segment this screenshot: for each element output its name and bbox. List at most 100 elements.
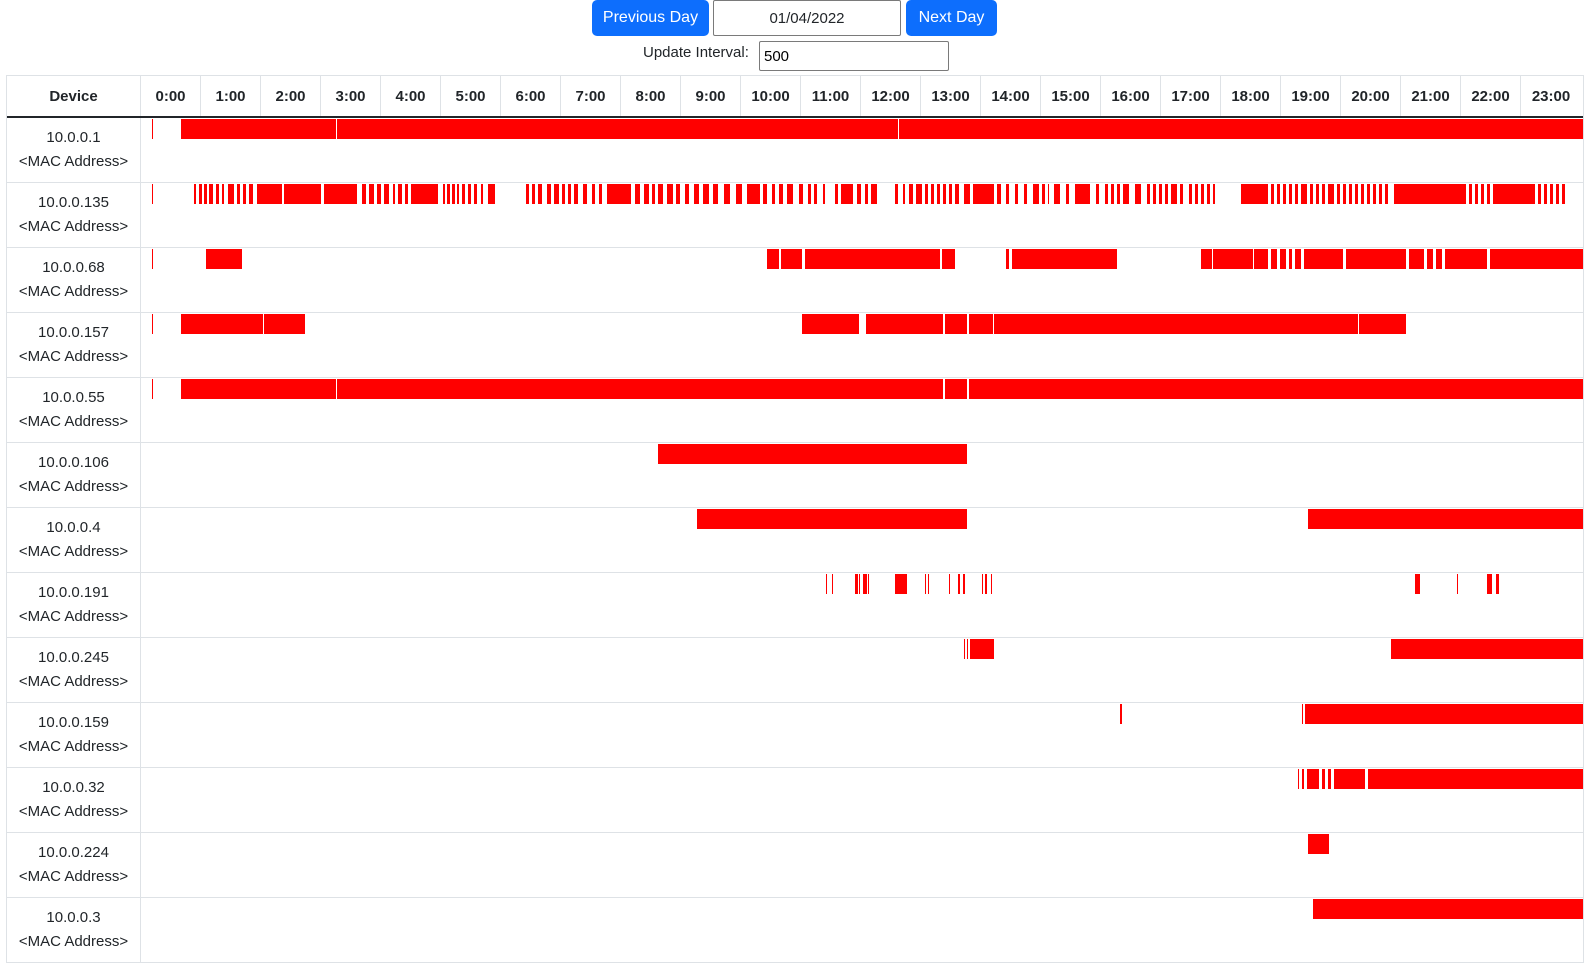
activity-bar (384, 184, 389, 204)
activity-bar (151, 184, 153, 204)
device-ip: 10.0.0.68 (42, 259, 105, 276)
activity-bar (958, 574, 960, 594)
activity-bar (937, 184, 941, 204)
activity-bar (237, 184, 241, 204)
activity-bar (393, 184, 395, 204)
device-mac: <MAC Address> (18, 543, 129, 560)
activity-track (141, 183, 1583, 247)
activity-bar (598, 184, 603, 204)
activity-bar (1042, 184, 1046, 204)
activity-bar (997, 184, 1002, 204)
update-interval-input[interactable] (759, 41, 949, 71)
activity-bar (798, 184, 804, 204)
activity-bar (723, 184, 730, 204)
device-ip: 10.0.0.135 (38, 194, 109, 211)
activity-bar (1426, 249, 1433, 269)
activity-bar (1360, 184, 1364, 204)
activity-bar (1270, 249, 1277, 269)
activity-bar (1120, 704, 1123, 724)
next-day-button[interactable]: Next Day (906, 0, 997, 36)
device-mac: <MAC Address> (18, 868, 129, 885)
device-ip: 10.0.0.157 (38, 324, 109, 341)
activity-bar (398, 184, 403, 204)
activity-bar (941, 249, 956, 269)
date-field[interactable] (713, 0, 901, 36)
activity-bar (1308, 834, 1330, 854)
activity-track (141, 638, 1583, 702)
hour-header: 17:00 (1161, 76, 1221, 116)
activity-bar (1294, 184, 1298, 204)
activity-bar (1333, 769, 1366, 789)
activity-track (141, 378, 1583, 442)
activity-bar (968, 314, 993, 334)
activity-bar (256, 184, 283, 204)
activity-bar (1366, 184, 1370, 204)
activity-bar (181, 119, 337, 139)
activity-bar (205, 249, 242, 269)
activity-bar (1288, 249, 1292, 269)
activity-bar (1294, 249, 1301, 269)
activity-bar (854, 574, 858, 594)
activity-bar (1555, 184, 1559, 204)
activity-bar (1414, 574, 1420, 594)
device-row: 10.0.0.3 <MAC Address> (7, 898, 1583, 963)
activity-bar (488, 184, 496, 204)
activity-bar (634, 184, 640, 204)
activity-bar (1393, 184, 1466, 204)
activity-bar (1111, 184, 1115, 204)
activity-bar (1456, 574, 1458, 594)
activity-bar (1537, 184, 1541, 204)
previous-day-button[interactable]: Previous Day (592, 0, 709, 36)
activity-bar (1345, 249, 1406, 269)
activity-bar (868, 574, 870, 594)
activity-bar (1207, 184, 1211, 204)
device-mac: <MAC Address> (18, 218, 129, 235)
activity-bar (931, 184, 935, 204)
activity-bar (967, 639, 969, 659)
activity-bar (1480, 184, 1484, 204)
activity-bar (964, 639, 966, 659)
activity-bar (1367, 769, 1583, 789)
activity-bar (1075, 184, 1091, 204)
device-ip: 10.0.0.1 (46, 129, 101, 146)
activity-bar (1048, 184, 1050, 204)
activity-bar (1135, 184, 1142, 204)
device-ip: 10.0.0.245 (38, 649, 109, 666)
device-ip: 10.0.0.32 (42, 779, 105, 796)
activity-track (141, 768, 1583, 832)
device-row: 10.0.0.55 <MAC Address> (7, 378, 1583, 443)
activity-bar (895, 184, 899, 204)
activity-bar (151, 119, 153, 139)
activity-bar (780, 249, 802, 269)
device-cell: 10.0.0.1 <MAC Address> (7, 118, 141, 182)
hour-header: 22:00 (1461, 76, 1521, 116)
activity-bar (866, 314, 944, 334)
device-cell: 10.0.0.3 <MAC Address> (7, 898, 141, 962)
activity-bar (949, 184, 953, 204)
device-rows: 10.0.0.1 <MAC Address> 10.0.0.135 <MAC Addr… (7, 118, 1583, 963)
activity-track (141, 313, 1583, 377)
activity-bar (1342, 184, 1346, 204)
device-cell: 10.0.0.55 <MAC Address> (7, 378, 141, 442)
activity-bar (1147, 184, 1151, 204)
activity-bar (973, 184, 995, 204)
activity-bar (1117, 184, 1121, 204)
activity-bar (1195, 184, 1199, 204)
activity-bar (822, 184, 825, 204)
device-cell: 10.0.0.135 <MAC Address> (7, 183, 141, 247)
activity-bar (525, 184, 529, 204)
activity-bar (1276, 184, 1280, 204)
activity-bar (264, 314, 305, 334)
activity-bar (651, 184, 655, 204)
hour-header: 14:00 (981, 76, 1041, 116)
activity-bar (324, 184, 358, 204)
activity-bar (591, 184, 595, 204)
activity-bar (825, 574, 828, 594)
activity-bar (1270, 184, 1274, 204)
activity-bar (779, 184, 783, 204)
activity-bar (1474, 184, 1478, 204)
device-mac: <MAC Address> (18, 738, 129, 755)
activity-bar (468, 184, 472, 204)
hour-header: 9:00 (681, 76, 741, 116)
activity-bar (1304, 704, 1583, 724)
